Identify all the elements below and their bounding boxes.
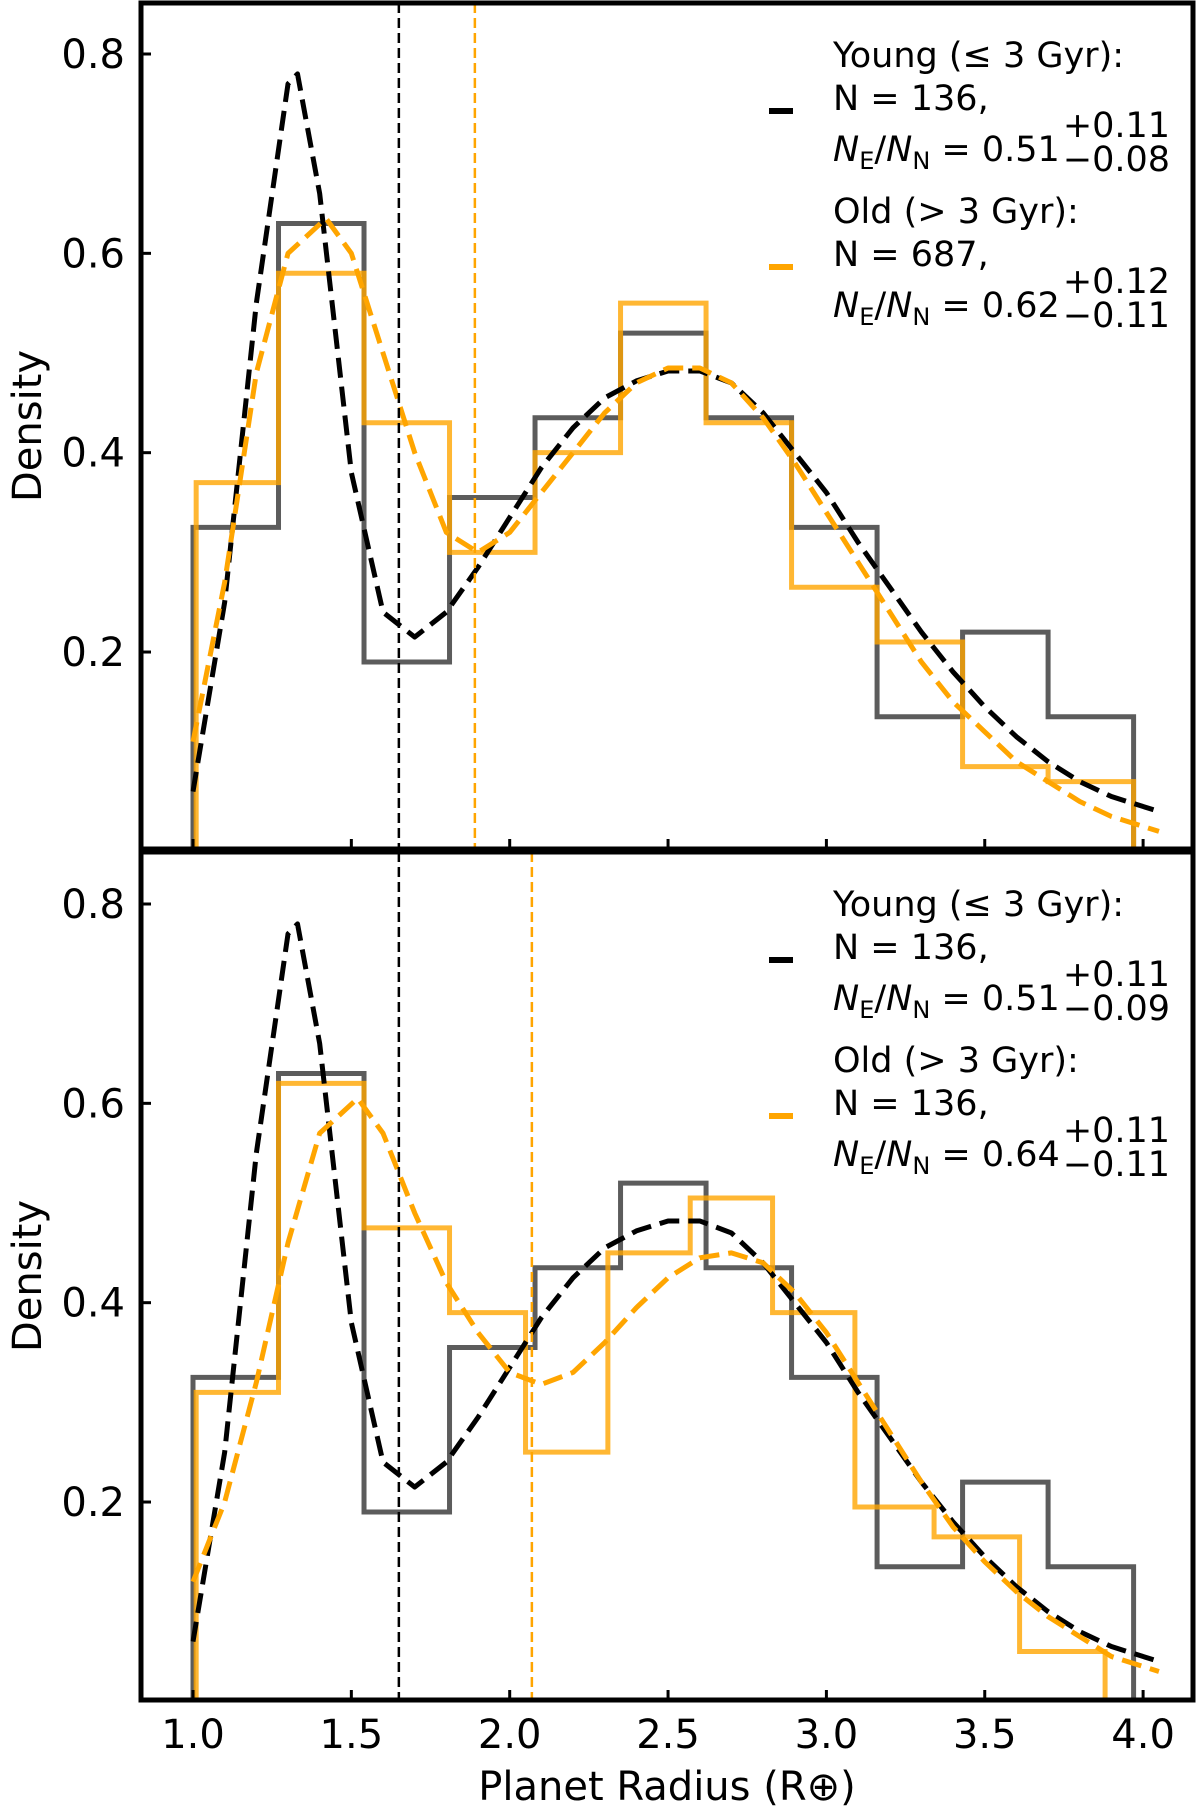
legend-ratio: NE/NN = 0.62 [833, 286, 1060, 331]
legend-count: N = 136, [833, 1084, 989, 1124]
y-tick-label: 0.2 [61, 1480, 125, 1526]
ratio-den-sub: N [912, 996, 930, 1024]
ratio-slash: / [874, 979, 886, 1019]
ratio-den-sub: N [912, 1152, 930, 1180]
legend-title: Young (≤ 3 Gyr): [832, 36, 1124, 76]
ratio-value: 0.51 [982, 130, 1060, 170]
y-tick-label: 0.4 [61, 1281, 125, 1327]
ratio-den: N [886, 130, 912, 170]
ratio-num: N [833, 130, 859, 170]
y-tick-label: 0.8 [61, 882, 125, 928]
young-kde-curve [190, 71, 1160, 814]
panel-top: 0.2 0.4 0.6 0.8 Density Young (≤ 3 Gyr):N = 1… [5, 0, 1196, 852]
y-axis-label: Density [5, 1200, 51, 1352]
ratio-den-sub: N [912, 147, 930, 175]
old-histogram [193, 1080, 1108, 1700]
legend-ratio: NE/NN = 0.51 [833, 979, 1060, 1024]
legend-count: N = 136, [833, 79, 989, 119]
ratio-value: 0.51 [982, 979, 1060, 1019]
old-kde-curve [190, 215, 1160, 834]
legend-count: N = 687, [833, 235, 989, 275]
legend-title: Old (> 3 Gyr): [833, 192, 1079, 232]
x-tick-label: 1.5 [320, 1712, 384, 1758]
ratio-den: N [886, 286, 912, 326]
ratio-value: 0.62 [982, 286, 1060, 326]
ratio-num: N [833, 979, 859, 1019]
x-tick-label: 3.0 [795, 1712, 859, 1758]
old-histogram [193, 270, 1137, 849]
x-tick-label: 4.0 [1111, 1712, 1175, 1758]
ratio-upper-error: +0.11 [1063, 106, 1170, 146]
old-kde-curve [190, 1095, 1160, 1674]
x-tick-label: 2.5 [636, 1712, 700, 1758]
legend: Young (≤ 3 Gyr):N = 136,NE/NN = 0.51+0.1… [769, 36, 1170, 336]
legend-ratio: NE/NN = 0.64 [833, 1135, 1060, 1180]
y-tick-label: 0.6 [61, 231, 125, 277]
y-tick-label: 0.6 [61, 1081, 125, 1127]
plot-area [190, 852, 1160, 1700]
ratio-lower-error: −0.09 [1063, 989, 1170, 1029]
x-axis-label: Planet Radius (R⊕) [478, 1764, 855, 1810]
ratio-num-sub: E [859, 996, 874, 1024]
ratio-upper-error: +0.11 [1063, 1111, 1170, 1151]
ratio-num-sub: E [859, 303, 874, 331]
legend-title: Old (> 3 Gyr): [833, 1041, 1079, 1081]
ratio-value: 0.64 [982, 1135, 1060, 1175]
x-tick-label: 2.0 [478, 1712, 542, 1758]
ratio-num: N [833, 1135, 859, 1175]
young-histogram [190, 1070, 1137, 1700]
panel-bottom: 1.0 1.5 2.0 2.5 3.0 3.5 4.0 0.2 0.4 0.6 0.8 Density… [5, 849, 1196, 1810]
ratio-upper-error: +0.11 [1063, 955, 1170, 995]
ratio-equals: = [930, 1135, 982, 1175]
x-tick-label: 1.0 [161, 1712, 225, 1758]
ratio-equals: = [930, 979, 982, 1019]
young-histogram [190, 220, 1137, 849]
ratio-lower-error: −0.11 [1063, 1145, 1170, 1185]
legend-count: N = 136, [833, 928, 989, 968]
y-axis-label: Density [5, 350, 51, 502]
ratio-den-sub: N [912, 303, 930, 331]
ratio-num-sub: E [859, 1152, 874, 1180]
x-tick-label: 3.5 [953, 1712, 1017, 1758]
ratio-slash: / [874, 286, 886, 326]
ratio-slash: / [874, 130, 886, 170]
young-kde-curve [190, 921, 1160, 1664]
y-tick-label: 0.8 [61, 32, 125, 78]
plot-area [190, 3, 1160, 849]
ratio-equals: = [930, 286, 982, 326]
ratio-lower-error: −0.11 [1063, 296, 1170, 336]
ratio-lower-error: −0.08 [1063, 140, 1170, 180]
y-tick-label: 0.4 [61, 431, 125, 477]
ratio-den: N [886, 979, 912, 1019]
ratio-slash: / [874, 1135, 886, 1175]
legend-title: Young (≤ 3 Gyr): [832, 885, 1124, 925]
legend: Young (≤ 3 Gyr):N = 136,NE/NN = 0.51+0.1… [769, 885, 1170, 1185]
ratio-num: N [833, 286, 859, 326]
y-tick-label: 0.2 [61, 630, 125, 676]
legend-ratio: NE/NN = 0.51 [833, 130, 1060, 175]
ratio-equals: = [930, 130, 982, 170]
ratio-den: N [886, 1135, 912, 1175]
ratio-upper-error: +0.12 [1063, 262, 1170, 302]
ratio-num-sub: E [859, 147, 874, 175]
